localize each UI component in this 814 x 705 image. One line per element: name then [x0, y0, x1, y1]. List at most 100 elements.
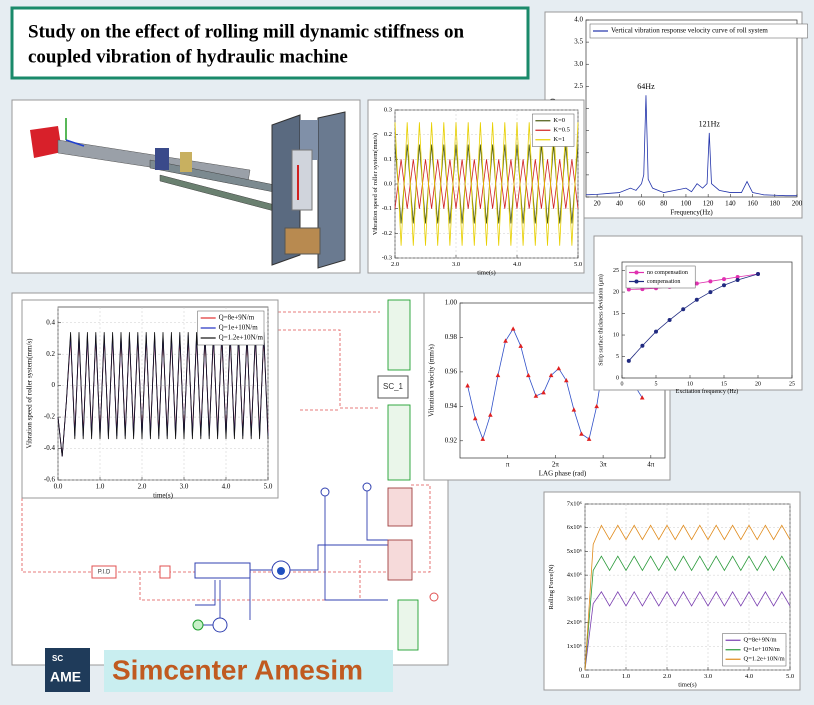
- x-tick-label: 180: [770, 200, 781, 208]
- point: [556, 365, 562, 371]
- model-frame: [317, 111, 346, 269]
- annotation: 121Hz: [699, 120, 721, 129]
- y-axis-label: Strip surface thickness deviation (μm): [597, 274, 604, 366]
- legend-label: Vertical vibration response velocity cur…: [611, 27, 768, 35]
- y-tick-label: 4x10⁶: [567, 572, 582, 579]
- point: [472, 415, 478, 421]
- sensor: [320, 487, 330, 497]
- point: [594, 403, 599, 409]
- y-tick-label: 0.94: [445, 402, 458, 410]
- series-line: [584, 590, 791, 671]
- series-line: [394, 159, 579, 209]
- gain-block: [159, 565, 171, 579]
- series-line: [394, 144, 579, 224]
- mechanical-block: [387, 404, 411, 481]
- x-tick-label: 3.0: [704, 673, 712, 680]
- logo-badge-bottom: AME: [50, 669, 81, 685]
- legend-label: Q=1.2e+10N/m: [219, 334, 264, 342]
- x-tick-label: 5.0: [574, 261, 582, 268]
- y-tick-label: 5x10⁶: [567, 548, 582, 555]
- x-tick-label: 3.0: [452, 261, 460, 268]
- point: [579, 431, 584, 436]
- point: [735, 275, 740, 280]
- x-tick-label: 2.0: [138, 483, 147, 491]
- sc-block: [377, 375, 409, 399]
- y-tick-label: 0: [616, 375, 619, 381]
- x-tick-label: π: [506, 461, 510, 469]
- y-tick-label: 20: [613, 289, 619, 295]
- signal-line: [21, 484, 431, 573]
- legend-label: Q=1e+10N/m: [219, 324, 259, 332]
- legend-label: no compensation: [647, 270, 688, 276]
- x-tick-label: 25: [789, 381, 795, 387]
- x-tick-label: 3π: [600, 461, 608, 469]
- point: [735, 278, 740, 283]
- series-line: [57, 332, 269, 457]
- x-axis-label: time(s): [153, 492, 173, 500]
- chart: 2.0 3.0 4.0 5.0 -0.3 -0.2 -0.1 0.0 0.1 0.2 0.3 time…: [367, 99, 585, 276]
- y-tick-label: 0: [52, 381, 56, 389]
- point: [708, 279, 713, 284]
- y-tick-label: -0.1: [382, 205, 392, 212]
- plot-frame: [621, 261, 793, 379]
- point: [563, 378, 569, 383]
- point: [465, 383, 470, 388]
- x-tick-label: 10: [687, 381, 693, 387]
- actuator-block: [387, 487, 413, 527]
- x-tick-label: 5: [655, 381, 658, 387]
- y-tick-label: 0.1: [384, 156, 392, 163]
- point: [526, 372, 531, 378]
- point: [681, 307, 686, 312]
- x-tick-label: 4π: [647, 461, 655, 469]
- y-tick-label: 3.0: [574, 60, 583, 68]
- y-axis-label: Rolling Force(N): [548, 565, 555, 610]
- y-tick-label: 0.98: [445, 333, 458, 341]
- x-tick-label: 120: [703, 200, 714, 208]
- annotation: 64Hz: [637, 82, 655, 91]
- legend-label: compensation: [647, 279, 680, 285]
- point: [586, 436, 592, 441]
- chart: 0.0 1.0 2.0 3.0 4.0 5.0 -0.6 -0.4 -0.2 0 0.2 0.4 tim…: [21, 299, 279, 500]
- x-tick-label: 4.0: [745, 673, 753, 680]
- model-axis: [65, 139, 85, 147]
- legend-label: Q=1e+10N/m: [744, 646, 780, 653]
- point: [654, 329, 658, 334]
- x-tick-label: 3.0: [180, 483, 189, 491]
- model-coupling: [155, 148, 169, 170]
- point: [541, 390, 546, 395]
- x-tick-label: 20: [594, 200, 602, 208]
- x-tick-label: 160: [747, 200, 758, 208]
- x-tick-label: 4.0: [513, 261, 521, 268]
- series-line: [584, 524, 791, 671]
- point: [722, 283, 726, 288]
- x-axis-label: time(s): [477, 269, 495, 276]
- point: [756, 272, 760, 277]
- y-tick-label: 0: [579, 666, 582, 673]
- x-tick-label: 2.0: [391, 261, 399, 268]
- y-tick-label: 7x10⁶: [567, 500, 582, 507]
- x-axis-label: Frequency(Hz): [670, 209, 713, 217]
- point: [626, 287, 631, 292]
- point: [639, 395, 645, 400]
- y-tick-label: 2.5: [574, 82, 583, 90]
- y-axis-label: Vibration speed of roller system(mm/s): [372, 133, 379, 235]
- x-tick-label: 20: [755, 381, 761, 387]
- point: [571, 407, 577, 412]
- brand-box: [104, 650, 393, 692]
- x-tick-label: 4.0: [222, 483, 231, 491]
- sum-block: [429, 592, 439, 602]
- y-tick-label: 0.2: [46, 350, 55, 358]
- y-tick-label: -0.6: [44, 476, 56, 484]
- y-tick-label: 10: [613, 332, 619, 338]
- legend-label: K=0: [553, 117, 565, 124]
- y-tick-label: 1.00: [445, 299, 458, 307]
- pid-block: [91, 565, 117, 579]
- logo-badge: [45, 648, 90, 692]
- logo-badge-top: SC: [52, 654, 63, 663]
- x-tick-label: 140: [725, 200, 736, 208]
- legend-label: K=0.5: [553, 127, 570, 134]
- y-tick-label: 5: [616, 354, 619, 360]
- y-axis-label: Vibration speed of roller system(mm/s): [26, 338, 34, 449]
- sensor: [362, 482, 372, 492]
- sc-label: SC_1: [383, 382, 404, 391]
